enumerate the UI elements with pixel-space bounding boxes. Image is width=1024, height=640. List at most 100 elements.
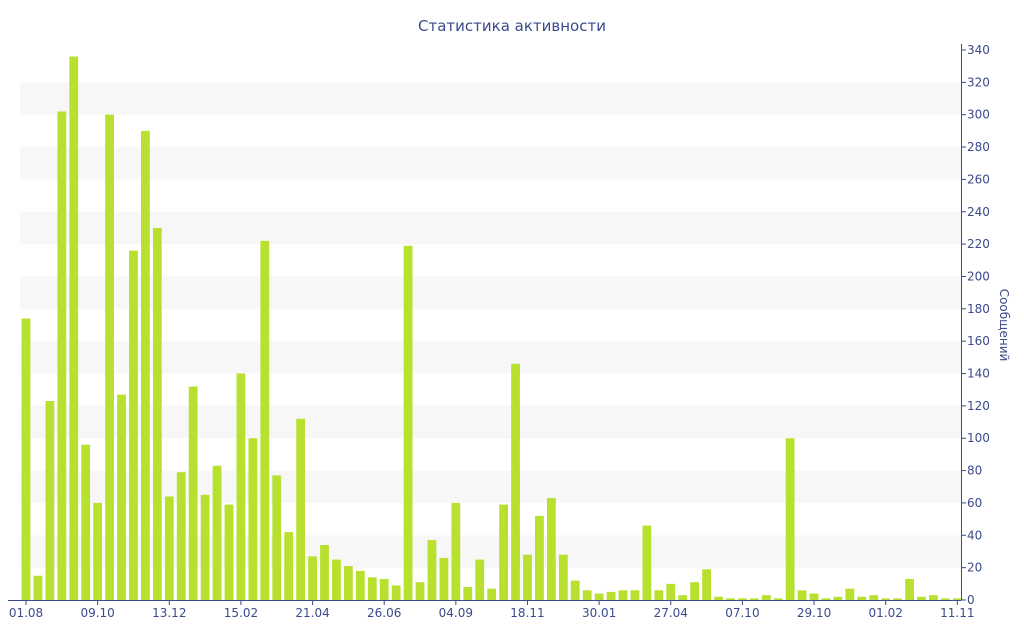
bar bbox=[248, 438, 258, 600]
bar bbox=[81, 444, 91, 600]
bar bbox=[678, 595, 688, 600]
y-tick-label: 260 bbox=[967, 172, 990, 186]
bar bbox=[475, 559, 485, 600]
bar bbox=[714, 596, 723, 600]
bar bbox=[57, 111, 67, 600]
bar bbox=[594, 593, 604, 600]
x-tick-label: 13.12 bbox=[152, 606, 186, 620]
bar bbox=[69, 56, 79, 601]
x-axis: 01.08 09.10 13.12 15.02 21.04 26.06 04.09 18.11… bbox=[8, 600, 974, 620]
bar bbox=[929, 595, 938, 600]
y-tick-label: 200 bbox=[967, 269, 990, 283]
bar bbox=[272, 475, 282, 600]
bar bbox=[152, 227, 162, 600]
bar bbox=[523, 554, 532, 600]
bar bbox=[821, 598, 831, 600]
bar bbox=[761, 595, 771, 600]
y-tick-label: 120 bbox=[967, 399, 990, 413]
x-tick-label: 15.02 bbox=[224, 606, 258, 620]
bar bbox=[869, 595, 879, 600]
grid-band bbox=[20, 276, 961, 309]
bar bbox=[212, 465, 222, 600]
bar bbox=[654, 590, 664, 600]
bar bbox=[630, 590, 640, 600]
grid-band bbox=[20, 341, 961, 374]
bar bbox=[785, 438, 795, 600]
bar bbox=[857, 596, 867, 600]
y-tick-label: 160 bbox=[967, 334, 990, 348]
bar bbox=[666, 583, 676, 600]
bar bbox=[642, 525, 652, 600]
bar bbox=[881, 598, 891, 600]
bar bbox=[176, 472, 186, 600]
bar bbox=[773, 598, 783, 600]
bar bbox=[690, 582, 700, 600]
bar bbox=[463, 587, 473, 600]
bar bbox=[905, 578, 914, 600]
bar bbox=[391, 585, 401, 600]
x-tick-label: 09.10 bbox=[80, 606, 114, 620]
x-tick-label: 11.11 bbox=[940, 606, 974, 620]
y-axis-label: Сообщений bbox=[997, 289, 1011, 362]
bar bbox=[618, 590, 628, 600]
bar bbox=[845, 588, 855, 600]
bar bbox=[499, 504, 508, 600]
bar bbox=[439, 557, 449, 600]
y-tick-label: 300 bbox=[967, 108, 990, 122]
bar bbox=[535, 515, 544, 600]
bars bbox=[21, 56, 962, 601]
bar bbox=[570, 580, 580, 600]
y-tick-label: 100 bbox=[967, 431, 990, 445]
bar bbox=[355, 570, 365, 600]
bar bbox=[45, 401, 55, 600]
bar bbox=[320, 545, 329, 600]
bar bbox=[546, 498, 556, 600]
x-tick-label: 18.11 bbox=[510, 606, 544, 620]
x-tick-label: 27.04 bbox=[654, 606, 688, 620]
y-axis: 0 20 40 60 80 100 120 140 160 180 200 220 240 260 280 3… bbox=[961, 43, 990, 607]
bar bbox=[129, 250, 138, 600]
bar bbox=[33, 575, 43, 600]
bar bbox=[343, 566, 353, 600]
y-tick-label: 60 bbox=[967, 496, 982, 510]
bar bbox=[367, 577, 377, 600]
bar bbox=[164, 496, 174, 600]
y-tick-label: 340 bbox=[967, 43, 990, 57]
bar bbox=[260, 240, 270, 600]
bar bbox=[236, 373, 246, 600]
bar bbox=[726, 598, 735, 600]
bar bbox=[284, 532, 294, 600]
y-tick-label: 320 bbox=[967, 75, 990, 89]
y-tick-label: 180 bbox=[967, 302, 990, 316]
bar bbox=[833, 596, 843, 600]
x-tick-label: 26.06 bbox=[367, 606, 401, 620]
bar bbox=[940, 598, 950, 600]
bar bbox=[141, 130, 150, 600]
bar bbox=[952, 598, 962, 600]
bar bbox=[893, 598, 903, 600]
y-tick-label: 140 bbox=[967, 367, 990, 381]
bar bbox=[427, 540, 437, 600]
grid-band bbox=[20, 405, 961, 439]
bar bbox=[332, 559, 341, 600]
bar bbox=[200, 494, 210, 600]
y-tick-label: 240 bbox=[967, 205, 990, 219]
x-tick-label: 01.02 bbox=[869, 606, 903, 620]
grid-bands bbox=[20, 82, 961, 568]
bar bbox=[105, 114, 114, 601]
bar bbox=[511, 363, 520, 600]
bar bbox=[403, 245, 413, 601]
bar bbox=[308, 556, 317, 600]
y-tick-label: 220 bbox=[967, 237, 990, 251]
y-tick-label: 0 bbox=[967, 593, 975, 607]
bar bbox=[702, 569, 711, 600]
bar bbox=[582, 590, 592, 600]
grid-band bbox=[20, 211, 961, 245]
bar bbox=[797, 590, 807, 600]
y-tick-label: 40 bbox=[967, 528, 982, 542]
bar bbox=[606, 591, 616, 600]
bar bbox=[415, 582, 425, 600]
bar bbox=[117, 394, 126, 600]
bar bbox=[21, 318, 31, 600]
grid-band bbox=[20, 147, 961, 180]
